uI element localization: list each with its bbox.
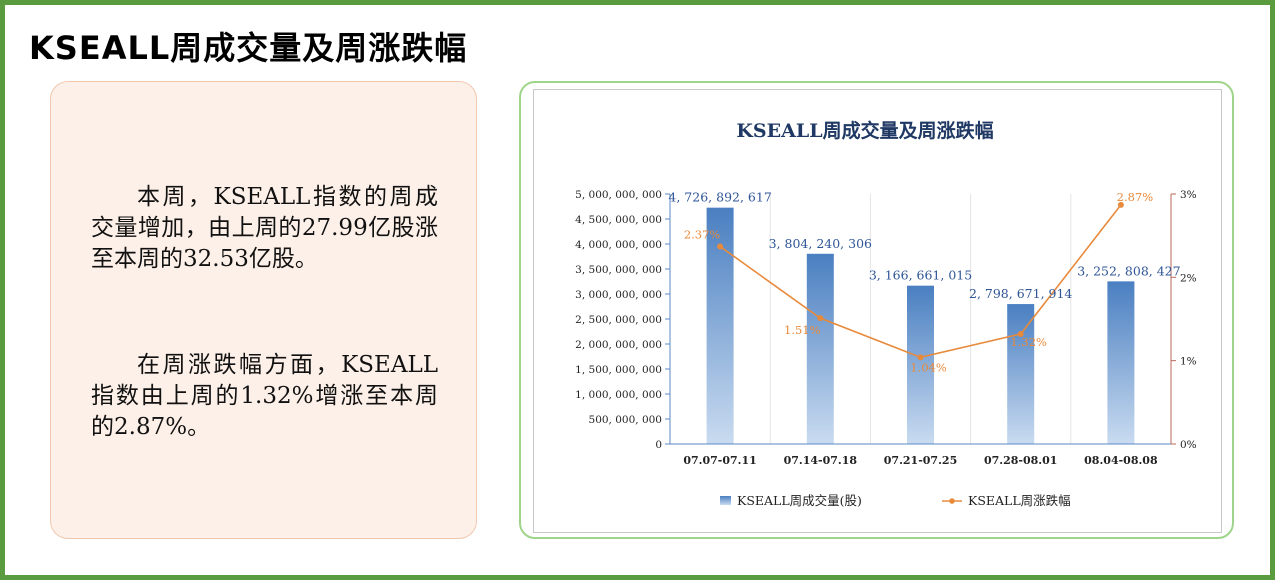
chart-area: KSEALL周成交量及周涨跌幅 0 500, 000, 000 1, 000, 00… [533, 89, 1222, 533]
summary-paragraph-change: 在周涨跌幅方面，KSEALL指数由上周的1.32%增涨至本周的2.87%。 [91, 352, 438, 440]
volume-bar [806, 253, 834, 444]
right-tick-label: 1% [1180, 356, 1197, 368]
combo-chart: KSEALL周成交量及周涨跌幅 0 500, 000, 000 1, 000, 00… [575, 119, 1197, 508]
right-tick-label: 2% [1180, 272, 1197, 284]
left-tick-label: 3, 500, 000, 000 [575, 264, 662, 276]
change-point [917, 354, 924, 361]
volume-bar [907, 285, 934, 444]
line-value-label: 1.04% [910, 360, 947, 374]
change-point [717, 243, 724, 250]
volume-bar [706, 207, 734, 444]
category-label: 07.14-07.18 [784, 454, 858, 467]
category-label: 07.21-07.25 [884, 454, 957, 467]
left-tick-label: 4, 000, 000, 000 [575, 239, 662, 251]
left-tick-label: 4, 500, 000, 000 [575, 214, 662, 226]
page-title: KSEALL周成交量及周涨跌幅 [29, 29, 468, 67]
line-value-label: 1.51% [784, 323, 821, 337]
left-tick-label: 1, 500, 000, 000 [575, 364, 662, 376]
volume-bar [1107, 281, 1135, 444]
right-tick-label: 3% [1180, 189, 1197, 201]
chart-card: KSEALL周成交量及周涨跌幅 0 500, 000, 000 1, 000, 00… [519, 81, 1234, 539]
legend-change-label: KSEALL周涨跌幅 [968, 493, 1071, 508]
bar-value-label: 2, 798, 671, 914 [969, 286, 1072, 301]
bar-value-label: 4, 726, 892, 617 [668, 190, 771, 205]
bar-value-label: 3, 252, 808, 427 [1077, 263, 1180, 278]
legend-volume-label: KSEALL周成交量(股) [737, 493, 862, 508]
line-value-label: 2.37% [684, 228, 721, 242]
change-point [817, 315, 824, 322]
change-point [1017, 331, 1024, 337]
left-tick-label: 500, 000, 000 [589, 414, 662, 426]
line-value-label: 2.87% [1117, 190, 1154, 204]
left-tick-label: 2, 000, 000, 000 [575, 339, 662, 351]
volume-bar [1007, 304, 1035, 444]
left-tick-label: 1, 000, 000, 000 [575, 389, 662, 401]
bar-value-label: 3, 166, 661, 015 [869, 268, 972, 283]
left-tick-label: 2, 500, 000, 000 [575, 314, 662, 326]
line-value-label: 1.32% [1010, 335, 1047, 349]
legend-change-marker [949, 498, 955, 504]
left-tick-label: 0 [655, 439, 662, 451]
bar-value-label: 3, 804, 240, 306 [769, 236, 872, 251]
change-point [1117, 201, 1124, 208]
category-label: 07.07-07.11 [683, 454, 756, 467]
summary-card: 本周，KSEALL指数的周成交量增加，由上周的27.99亿股涨至本周的32.53… [50, 81, 477, 539]
category-label: 08.04-08.08 [1084, 454, 1158, 467]
left-tick-label: 5, 000, 000, 000 [575, 189, 662, 201]
category-label: 07.28-08.01 [984, 454, 1057, 467]
legend-volume-swatch [720, 496, 731, 505]
left-tick-label: 3, 000, 000, 000 [575, 289, 662, 301]
chart-title: KSEALL周成交量及周涨跌幅 [736, 119, 993, 142]
right-tick-label: 0% [1180, 439, 1197, 451]
summary-paragraph-volume: 本周，KSEALL指数的周成交量增加，由上周的27.99亿股涨至本周的32.53… [91, 184, 438, 272]
